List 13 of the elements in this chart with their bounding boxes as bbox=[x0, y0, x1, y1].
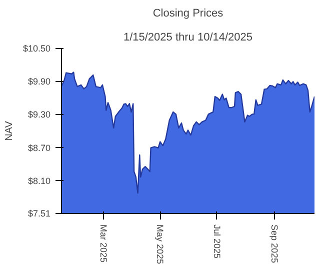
x-tick-label: May 2025 bbox=[155, 224, 166, 264]
chart-title: Closing Prices bbox=[152, 8, 224, 20]
y-tick-label: $7.51 bbox=[28, 208, 51, 218]
y-tick-label: $8.10 bbox=[28, 176, 51, 186]
x-tick-label: Mar 2025 bbox=[98, 224, 108, 263]
y-tick-label: $9.90 bbox=[28, 76, 51, 87]
x-tick-label: Sep 2025 bbox=[270, 224, 280, 264]
x-tick-label: Jul 2025 bbox=[212, 224, 222, 259]
chart-subtitle: 1/15/2025 thru 10/14/2025 bbox=[123, 32, 253, 44]
y-tick-label: $8.70 bbox=[28, 142, 51, 153]
y-tick-label: $9.30 bbox=[28, 110, 51, 120]
y-tick-label: $10.50 bbox=[22, 44, 51, 54]
y-axis-title: NAV bbox=[4, 120, 15, 141]
